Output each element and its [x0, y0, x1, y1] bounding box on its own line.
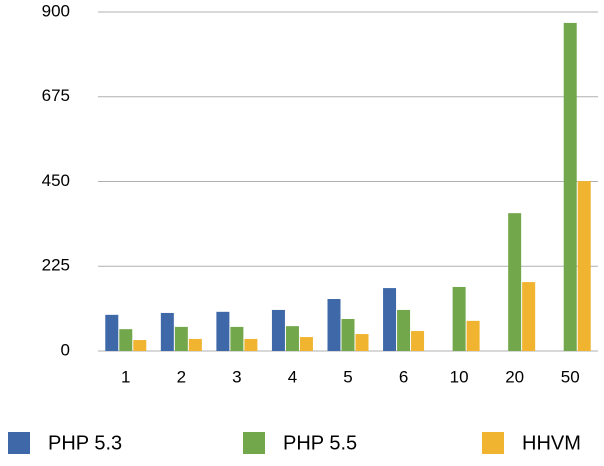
- legend-label: PHP 5.3: [48, 432, 122, 454]
- bar: [244, 338, 258, 351]
- legend-swatch: [8, 432, 30, 454]
- bar: [216, 311, 230, 351]
- bar: [355, 334, 369, 351]
- y-tick-label: 450: [42, 171, 70, 190]
- bar: [119, 329, 133, 351]
- bar: [285, 326, 299, 351]
- bar: [563, 22, 577, 351]
- bar: [508, 213, 522, 351]
- x-tick-label: 20: [505, 367, 524, 386]
- x-tick-label: 3: [232, 367, 241, 386]
- bar: [383, 288, 397, 351]
- y-tick-label: 675: [42, 86, 70, 105]
- bar: [230, 326, 244, 351]
- x-tick-label: 5: [343, 367, 352, 386]
- bar: [411, 331, 425, 351]
- x-tick-label: 50: [561, 367, 580, 386]
- legend-swatch: [243, 432, 265, 454]
- x-tick-label: 1: [121, 367, 130, 386]
- bar: [327, 299, 341, 351]
- bar: [105, 314, 119, 351]
- bar: [188, 338, 202, 351]
- bar: [397, 309, 411, 351]
- bar: [299, 337, 313, 351]
- bar: [452, 286, 466, 351]
- y-tick-label: 900: [42, 1, 70, 20]
- x-tick-label: 4: [288, 367, 297, 386]
- bar: [271, 309, 285, 351]
- bar: [341, 318, 355, 351]
- x-tick-label: 6: [399, 367, 408, 386]
- bar: [522, 282, 536, 351]
- bar: [577, 181, 591, 351]
- y-tick-label: 225: [42, 256, 70, 275]
- legend-label: PHP 5.5: [283, 432, 357, 454]
- legend-label: HHVM: [522, 432, 581, 454]
- bar: [160, 312, 174, 351]
- x-tick-label: 2: [177, 367, 186, 386]
- legend-swatch: [482, 432, 504, 454]
- bar: [174, 326, 188, 351]
- bar: [133, 340, 147, 351]
- x-tick-label: 10: [450, 367, 469, 386]
- bar: [466, 320, 480, 351]
- y-tick-label: 0: [61, 340, 70, 359]
